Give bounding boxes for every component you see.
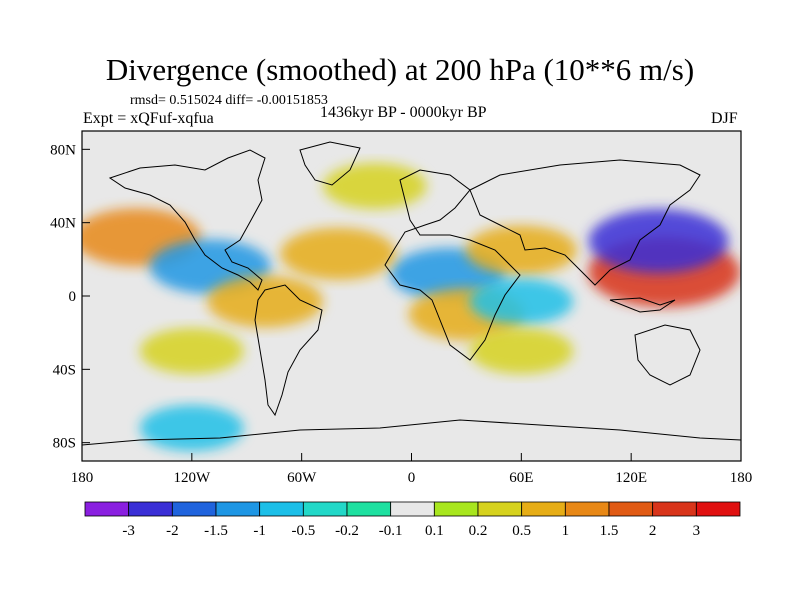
divergence-feature-11 [469,328,574,374]
colorbar-label: -0.1 [379,523,403,539]
coast-europe-africa [384,169,521,361]
colorbar-swatch [346,501,392,517]
coast-greenland [299,141,361,186]
divergence-feature-2 [588,209,729,273]
divergence-field [82,163,741,451]
colorbar-label: 0.2 [469,523,488,539]
colorbar-swatch [302,501,348,517]
colorbar: -3 -2 -1.5 -1 -0.5 -0.2 -0.1 0.1 0.2 0.5 1 1.5 2 3 [84,501,741,539]
coastlines [82,141,741,446]
colorbar-label: 1 [562,523,570,539]
x-tick-label: 120E [615,470,647,486]
colorbar-label: -1.5 [204,523,228,539]
coast-north-america [108,149,266,291]
y-tick-label: 80N [50,142,76,158]
colorbar-swatch [84,501,130,517]
x-tick-label: 60W [287,470,317,486]
stats-text: rmsd= 0.515024 diff= -0.00151853 [130,93,328,108]
coast-south-america [254,284,323,417]
divergence-feature-7 [207,275,324,328]
colorbar-label: -2 [166,523,179,539]
period-label: 1436kyr BP - 0000kyr BP [320,104,487,121]
divergence-feature-10 [139,328,244,374]
experiment-label: Expt = xQFuf-xqfua [83,110,214,127]
y-tick-label: 40N [50,216,76,232]
colorbar-label: 0.1 [425,523,444,539]
season-label: DJF [711,110,738,127]
colorbar-label: 2 [649,523,657,539]
colorbar-label: -1 [253,523,266,539]
y-tick-label: 0 [69,289,77,305]
colorbar-label: -3 [122,523,135,539]
map-axes: 80N 40N 0 40S 80S 180 120W 60W 0 60E 120E 180 [50,142,752,486]
colorbar-label: 0.5 [512,523,531,539]
x-tick-label: 180 [730,470,753,486]
colorbar-swatch [477,501,523,517]
colorbar-swatch [128,501,173,517]
divergence-feature-4 [280,227,397,280]
y-tick-label: 40S [53,362,76,378]
x-tick-label: 0 [408,470,416,486]
y-tick-label: 80S [53,436,76,452]
colorbar-swatch [390,501,435,517]
colorbar-swatch [215,501,261,517]
x-tick-label: 180 [71,470,94,486]
x-tick-label: 120W [173,470,211,486]
colorbar-swatch [521,501,566,517]
colorbar-label: -0.5 [291,523,315,539]
colorbar-label: -0.2 [335,523,359,539]
colorbar-swatch [652,501,697,517]
x-tick-label: 60E [509,470,533,486]
colorbar-swatch [171,501,217,517]
colorbar-swatch [564,501,610,517]
chart-title: Divergence (smoothed) at 200 hPa (10**6 … [105,52,695,87]
divergence-feature-13 [139,405,244,451]
colorbar-swatch [608,501,654,517]
colorbar-label: 1.5 [600,523,619,539]
coast-antarctica [82,419,741,446]
colorbar-swatch [433,501,479,517]
coast-australia [634,324,701,386]
divergence-feature-5 [465,225,577,275]
divergence-feature-12 [322,163,427,209]
divergence-feature-9 [469,278,574,325]
colorbar-swatch [259,501,304,517]
coast-asia [469,159,701,286]
colorbar-label: 3 [693,523,701,539]
coast-maritime [609,297,676,313]
colorbar-swatch [695,501,741,517]
